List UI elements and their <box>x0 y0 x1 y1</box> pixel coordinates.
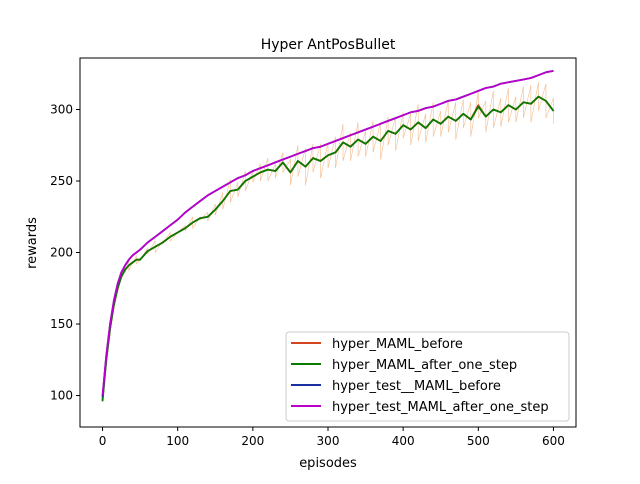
x-tick-label: 500 <box>467 434 490 448</box>
spread-band <box>102 82 554 400</box>
x-tick-label: 0 <box>99 434 107 448</box>
y-axis-label: rewards <box>25 217 40 269</box>
legend-label-4: hyper_test_MAML_after_one_step <box>332 400 549 415</box>
chart-title: Hyper AntPosBullet <box>261 37 396 53</box>
x-tick-label: 400 <box>392 434 415 448</box>
y-tick-label: 200 <box>50 246 73 260</box>
x-axis: 0 100 200 300 400 500 600 <box>99 427 565 448</box>
legend-label-2: hyper_MAML_after_one_step <box>332 358 517 373</box>
x-tick-label: 300 <box>317 434 340 448</box>
series-line-2 <box>101 95 555 402</box>
y-tick-label: 150 <box>50 317 73 331</box>
x-axis-label: episodes <box>299 456 357 471</box>
y-tick-label: 100 <box>50 389 73 403</box>
series-line-4 <box>101 70 554 396</box>
legend-label-3: hyper_test__MAML_before <box>332 379 501 394</box>
y-tick-label: 300 <box>50 102 73 116</box>
x-tick-label: 200 <box>241 434 264 448</box>
x-tick-label: 100 <box>166 434 189 448</box>
y-tick-label: 250 <box>50 174 73 188</box>
x-tick-label: 600 <box>542 434 565 448</box>
legend-box <box>285 331 570 422</box>
plot-area <box>101 70 555 402</box>
legend: hyper_MAML_before hyper_MAML_after_one_st… <box>285 331 570 422</box>
legend-label-1: hyper_MAML_before <box>332 337 463 352</box>
y-axis: 100 150 200 250 300 <box>50 102 80 403</box>
